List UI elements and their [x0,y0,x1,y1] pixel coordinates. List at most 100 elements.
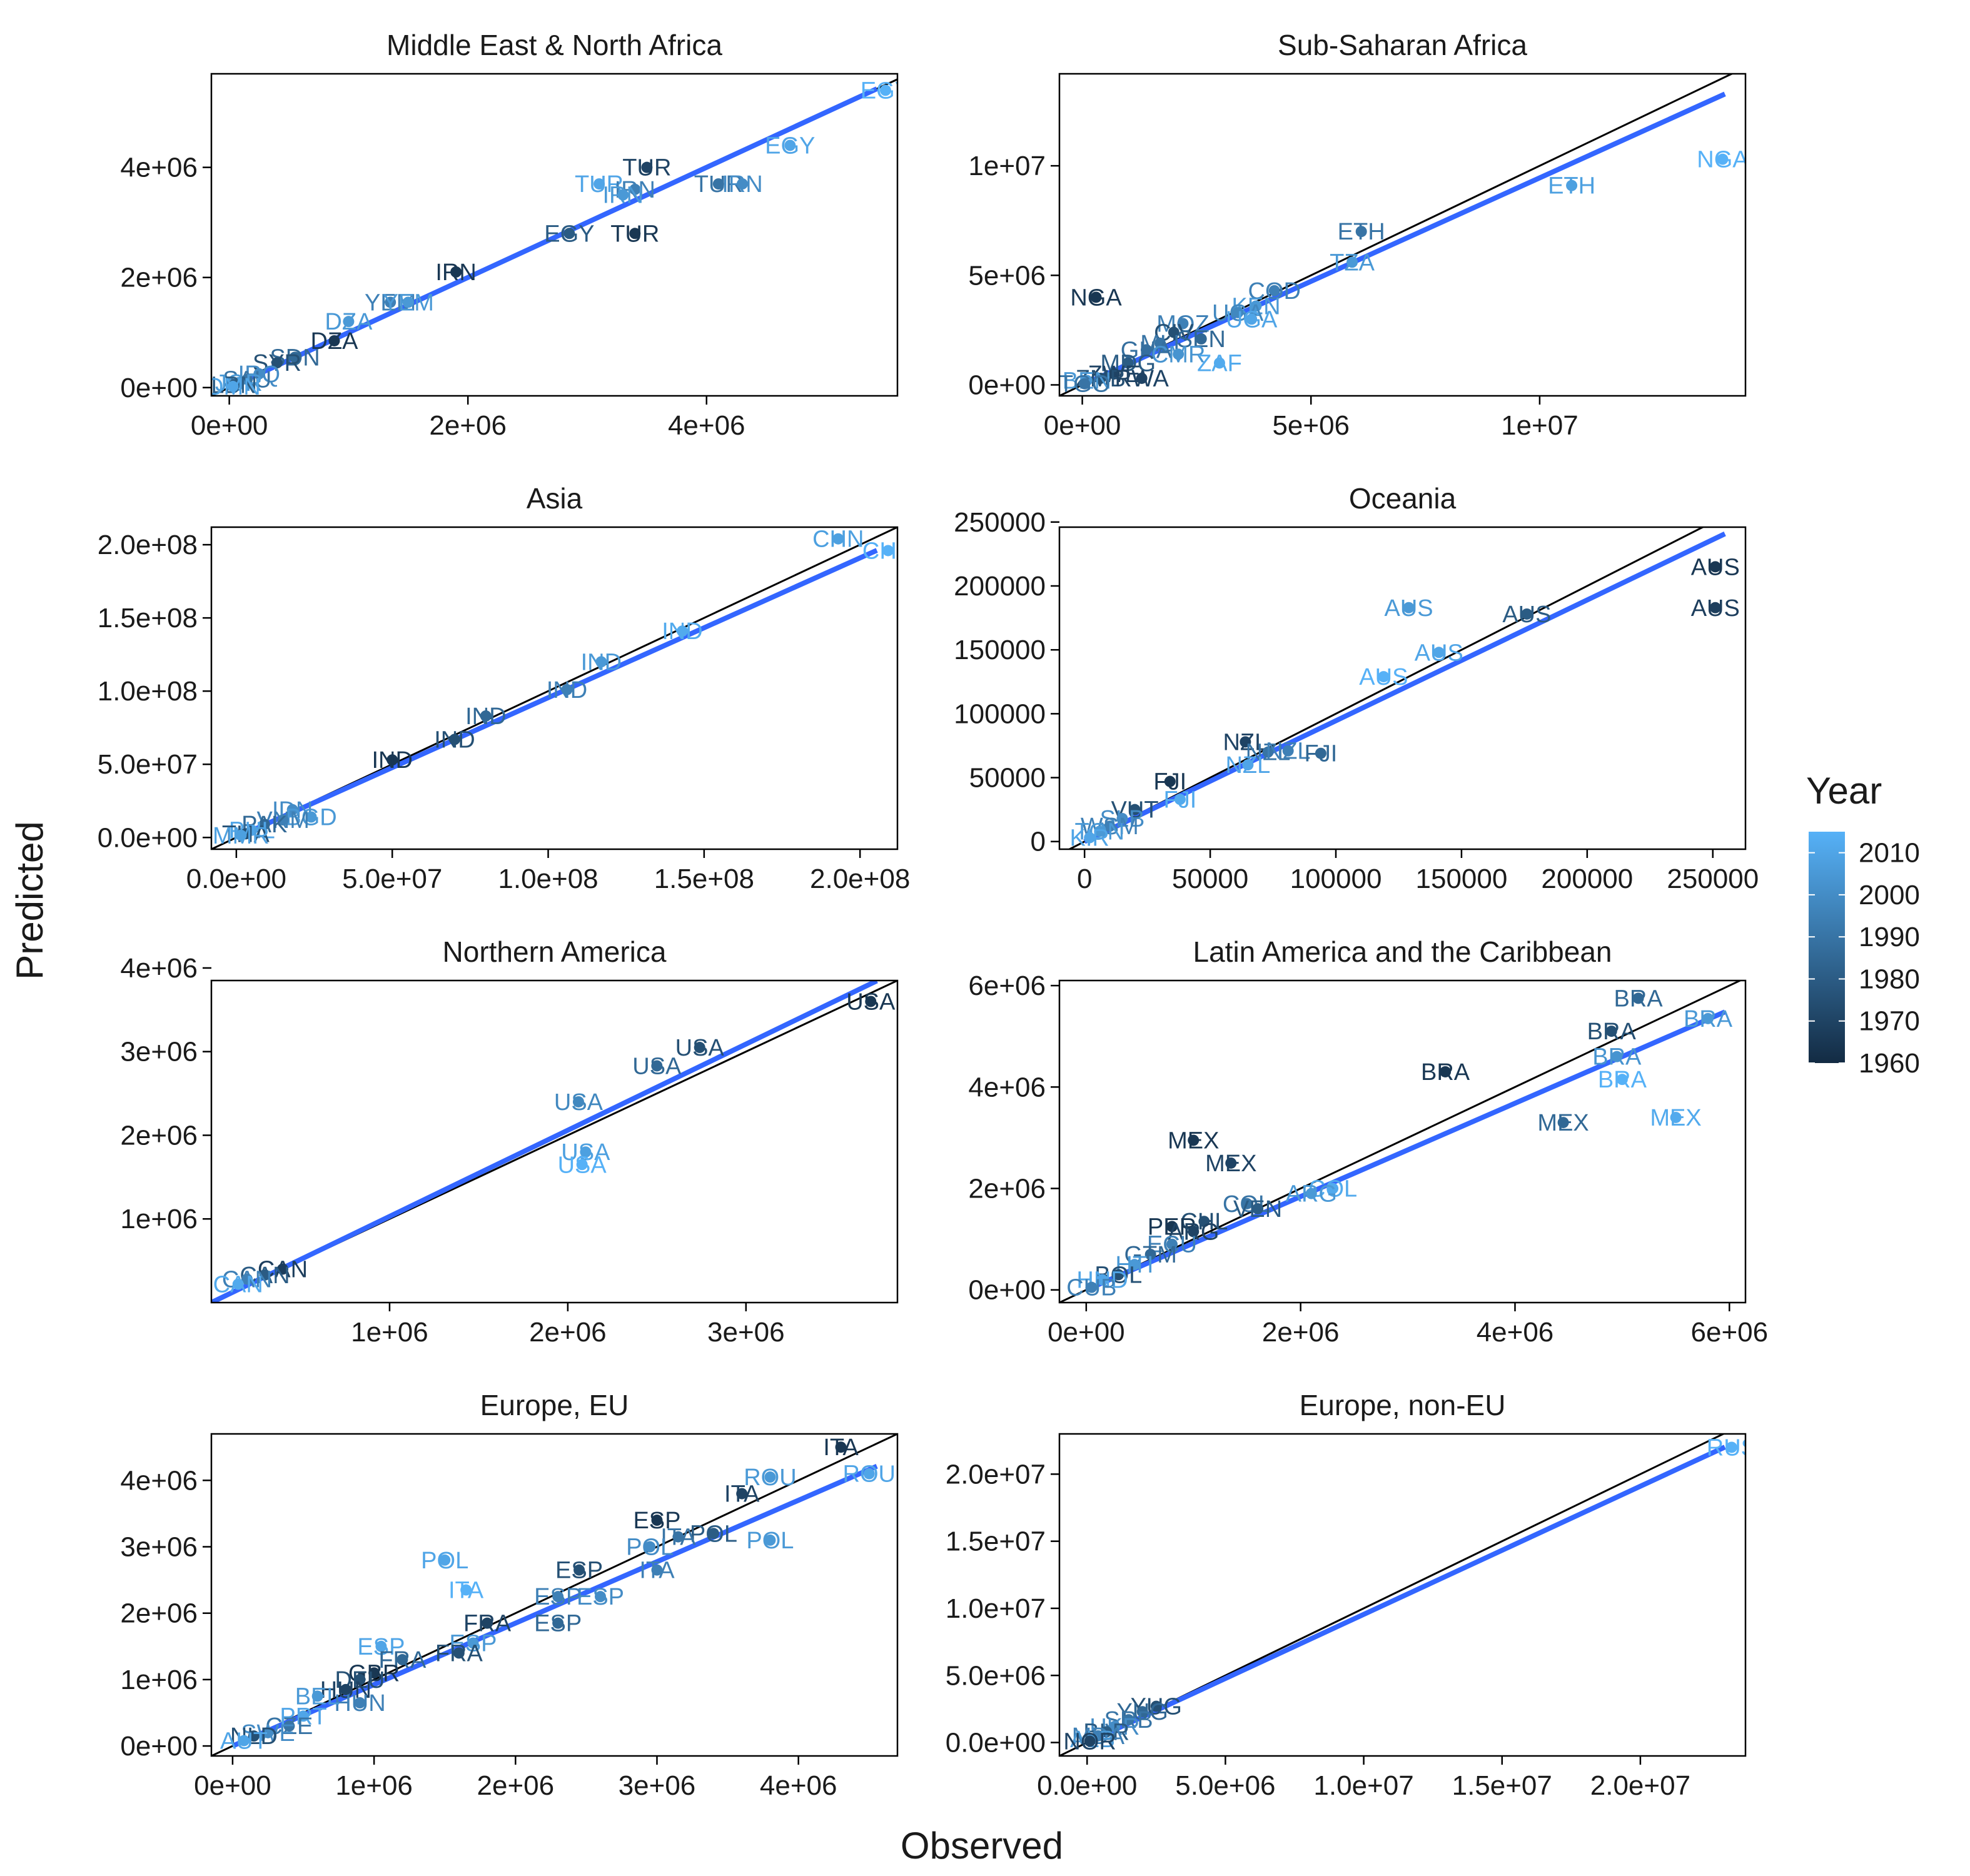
data-point [450,266,462,278]
data-point [286,804,298,815]
y-tick-label: 0e+00 [120,373,198,403]
point-label: POL [421,1548,468,1574]
data-point [835,1441,847,1453]
data-point [1355,226,1367,238]
point-label: OMN [205,374,261,400]
point-label: POL [746,1528,794,1554]
x-tick-label: 1e+07 [1501,410,1579,441]
y-tick-label: 4e+06 [120,153,198,183]
data-point [1084,832,1096,844]
data-point [1154,337,1166,349]
point-label: AUS [1415,640,1463,666]
y-tick-label: 1e+07 [968,151,1046,181]
x-tick-label: 2.0e+08 [810,864,910,894]
data-point [573,1564,585,1576]
point-label: IND [547,677,587,704]
data-point [1090,291,1102,303]
data-point [595,656,607,668]
point-label: ESP [555,1558,603,1584]
data-point [1232,306,1244,318]
data-point [1096,1274,1108,1286]
point-label: CZE [265,1713,313,1740]
data-point [1195,333,1207,345]
data-point [712,178,724,190]
data-point [1198,1216,1210,1228]
data-point [1709,561,1721,573]
point-label: HUN [334,1690,385,1717]
data-point [651,1060,663,1072]
fit-line [231,1464,878,1748]
legend-label: 2010 [1859,838,1920,869]
point-label: NZL [1225,752,1270,779]
point-label: MEX [1537,1110,1589,1136]
data-point [879,84,891,96]
x-tick-label: 50000 [1172,864,1248,894]
point-label: UGA [1226,306,1278,333]
x-tick-label: 2e+06 [429,410,507,441]
data-point [1346,256,1358,268]
data-point [594,178,605,190]
x-tick-label: 5.0e+07 [342,864,442,894]
point-label: USA [846,989,896,1015]
y-tick-label: 0e+00 [968,1275,1046,1306]
data-point [311,1690,323,1702]
y-tick-label: 0e+00 [120,1731,198,1762]
data-point [258,819,270,830]
data-point [1136,372,1148,384]
point-label: ESP [577,1584,624,1610]
y-tick-label: 2e+06 [120,1598,198,1629]
legend-label: 1960 [1859,1048,1920,1079]
point-label: CHN [812,527,864,553]
point-label: MEX [1205,1151,1256,1177]
point-label: ESP [633,1508,680,1534]
y-tick-label: 2e+06 [968,1174,1046,1204]
data-point [764,1471,776,1483]
y-tick-label: 1.5e+07 [946,1526,1046,1557]
data-point [1440,1066,1452,1077]
data-point [283,1720,295,1732]
point-label: RUS [1707,1435,1757,1461]
data-point [1150,1700,1162,1712]
data-point [1242,759,1254,771]
data-point [1262,746,1274,758]
x-tick-label: 0e+00 [1048,1317,1125,1348]
y-tick-label: 5.0e+06 [946,1660,1046,1691]
x-tick-label: 0e+00 [191,410,268,441]
point-label: BRA [1684,1006,1733,1032]
y-tick-label: 0 [1031,827,1046,857]
y-tick-label: 3e+06 [120,1037,198,1067]
data-point [595,1591,607,1603]
data-point [1566,179,1578,191]
data-point [832,533,844,545]
x-tick-label: 3e+06 [707,1317,785,1348]
panel-frame [1058,73,1747,397]
data-point [1123,1714,1134,1726]
y-tick-label: 250000 [954,507,1046,538]
x-tick-label: 3e+06 [619,1770,696,1801]
x-tick-label: 2e+06 [1262,1317,1340,1348]
y-tick-label: 2.0e+07 [946,1459,1046,1490]
x-tick-label: 1.0e+07 [1313,1770,1413,1801]
point-label: AUS [1384,595,1433,622]
point-label: BRA [1421,1059,1470,1086]
data-point [572,1096,584,1107]
point-label: USA [675,1035,725,1061]
point-label: NGA [1070,285,1122,311]
point-label: AUS [1359,664,1408,690]
data-point [576,1159,588,1171]
point-label: IND [434,727,475,753]
y-tick-label: 0e+00 [968,370,1046,400]
legend-colorbar [1809,832,1845,1063]
point-label: IRN [722,171,762,198]
data-point [651,1515,663,1526]
point-label: MEX [1168,1127,1219,1154]
x-tick-label: 250000 [1667,864,1759,894]
point-label: SEN [1177,326,1226,353]
plot-area: RUSYUGYUGSRBUKRBLRMDAALBNOR [1059,1434,1757,1756]
data-point [1327,1183,1339,1194]
data-point [439,1554,451,1566]
data-point [262,1727,274,1738]
